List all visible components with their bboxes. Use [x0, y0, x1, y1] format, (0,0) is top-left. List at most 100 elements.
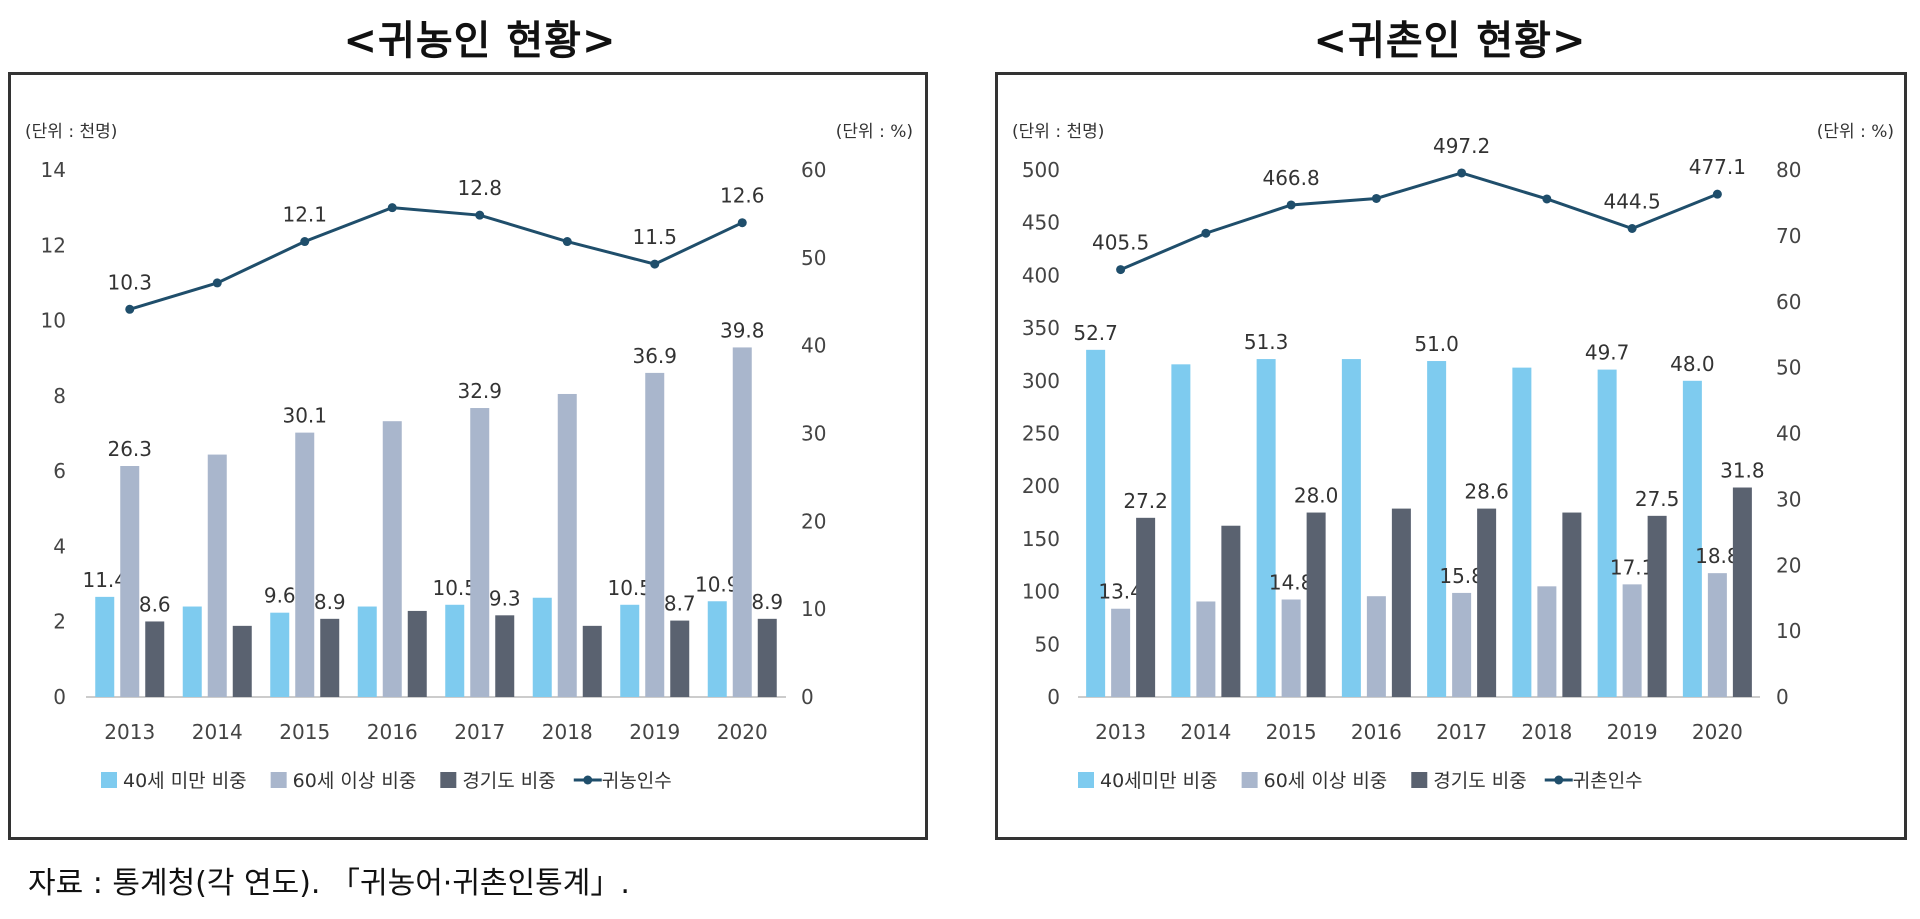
y-tick-right: 70 [1776, 224, 1801, 248]
chart-svg-rural-migrants: (단위 : 천명) (단위 : %)05010015020025030035040… [1012, 122, 1894, 792]
data-label: 27.2 [1123, 489, 1168, 513]
bar [1597, 369, 1617, 697]
y-tick-left: 12 [41, 233, 66, 257]
legend-swatch [1241, 772, 1258, 788]
y-tick-left: 350 [1022, 316, 1060, 340]
data-label: 28.0 [1294, 484, 1339, 508]
bar [1647, 515, 1667, 697]
unit-label-left: (단위 : 천명) [25, 122, 117, 142]
y-tick-right: 20 [801, 509, 826, 533]
line-point [1712, 189, 1722, 199]
bar [1111, 608, 1131, 697]
data-label: 31.8 [1720, 459, 1765, 483]
y-tick-right: 30 [801, 422, 826, 446]
legend-swatch [1411, 772, 1428, 788]
legend-label: 60세 이상 비중 [1264, 770, 1388, 792]
y-tick-right: 0 [801, 685, 814, 709]
bar [270, 612, 290, 697]
x-tick-label: 2019 [1607, 720, 1658, 744]
y-tick-right: 40 [1776, 422, 1801, 446]
chart-panel-farmers: (단위 : 천명) (단위 : %) 0 2 4 6 8 10 12 14 0 10 20 30 40 50 6… [8, 72, 928, 840]
y-tick-left: 450 [1022, 211, 1060, 235]
data-label: 12.8 [457, 176, 502, 200]
bar [1452, 592, 1472, 697]
unit-label-right: (단위 : %) [1817, 122, 1894, 142]
data-label: 444.5 [1603, 189, 1660, 213]
data-label: 9.6 [264, 584, 296, 608]
data-label: 13.4 [1098, 580, 1143, 604]
bar [757, 618, 777, 697]
line-point [1201, 228, 1211, 238]
x-tick-label: 2020 [717, 720, 768, 744]
y-tick-left: 4 [53, 534, 66, 558]
legend-label: 경기도 비중 [462, 770, 555, 792]
bar [1537, 586, 1557, 697]
line-point [1542, 194, 1552, 204]
y-tick-left: 0 [1047, 685, 1060, 709]
y-tick-right: 20 [1776, 553, 1801, 577]
bar [582, 625, 602, 697]
data-label: 36.9 [632, 344, 677, 368]
line-point [562, 237, 572, 247]
bar [320, 618, 340, 697]
data-label: 14.8 [1269, 571, 1314, 595]
bar [1366, 596, 1386, 697]
y-tick-right: 50 [1776, 356, 1801, 380]
bar [470, 408, 490, 697]
line-point [387, 203, 397, 213]
data-label: 405.5 [1092, 231, 1149, 255]
data-label: 26.3 [107, 437, 152, 461]
data-label: 8.7 [664, 592, 696, 616]
bar [557, 393, 577, 697]
data-label: 10.3 [107, 270, 152, 294]
y-tick-right: 10 [801, 597, 826, 621]
y-tick-left: 500 [1022, 158, 1060, 182]
legend-label: 경기도 비중 [1433, 770, 1526, 792]
y-tick-left: 0 [53, 685, 66, 709]
bar [1306, 512, 1326, 697]
unit-label-left: (단위 : 천명) [1012, 122, 1104, 142]
bar [1281, 599, 1301, 697]
x-tick-label: 2018 [542, 720, 593, 744]
y-tick-left: 14 [41, 158, 66, 182]
data-label: 49.7 [1585, 341, 1630, 365]
series-line [1120, 171, 1718, 271]
data-label: 477.1 [1689, 155, 1746, 179]
legend-line-point [1554, 775, 1564, 785]
legend-swatch [1078, 772, 1094, 788]
line-point [300, 237, 310, 247]
chart-panel-rural-migrants: (단위 : 천명) (단위 : %) 0 50 100 150 200 250 300 350 40… [995, 72, 1907, 840]
line-point [475, 210, 485, 220]
line-point [212, 278, 222, 288]
bar [1171, 364, 1191, 697]
bar [95, 596, 115, 697]
data-label: 8.6 [139, 592, 171, 616]
bar [1682, 380, 1702, 697]
data-label: 8.9 [314, 590, 346, 614]
data-label: 497.2 [1433, 134, 1490, 158]
line-point [737, 218, 747, 228]
bar [1512, 367, 1532, 697]
data-label: 8.9 [751, 590, 783, 614]
chart-title-farmers: <귀농인 현황> [343, 18, 617, 64]
data-label: 32.9 [457, 379, 502, 403]
bar [1341, 359, 1361, 697]
bar [120, 465, 140, 697]
source-note: 자료 : 통계청(각 연도). 「귀농어·귀촌인통계」. [28, 866, 630, 901]
data-label: 10.5 [432, 576, 477, 600]
x-tick-label: 2020 [1692, 720, 1743, 744]
data-label: 28.6 [1464, 480, 1509, 504]
bar [707, 601, 727, 697]
bar [1732, 487, 1752, 697]
bar [620, 604, 640, 697]
line-point [1116, 265, 1126, 275]
data-label: 51.0 [1414, 332, 1459, 356]
bar [1221, 525, 1241, 697]
data-label: 27.5 [1635, 487, 1680, 511]
data-label: 48.0 [1670, 352, 1715, 376]
data-label: 10.5 [607, 576, 652, 600]
bar [145, 621, 165, 697]
data-label: 10.9 [695, 572, 740, 596]
line-point [1457, 168, 1467, 178]
y-tick-right: 80 [1776, 158, 1801, 182]
